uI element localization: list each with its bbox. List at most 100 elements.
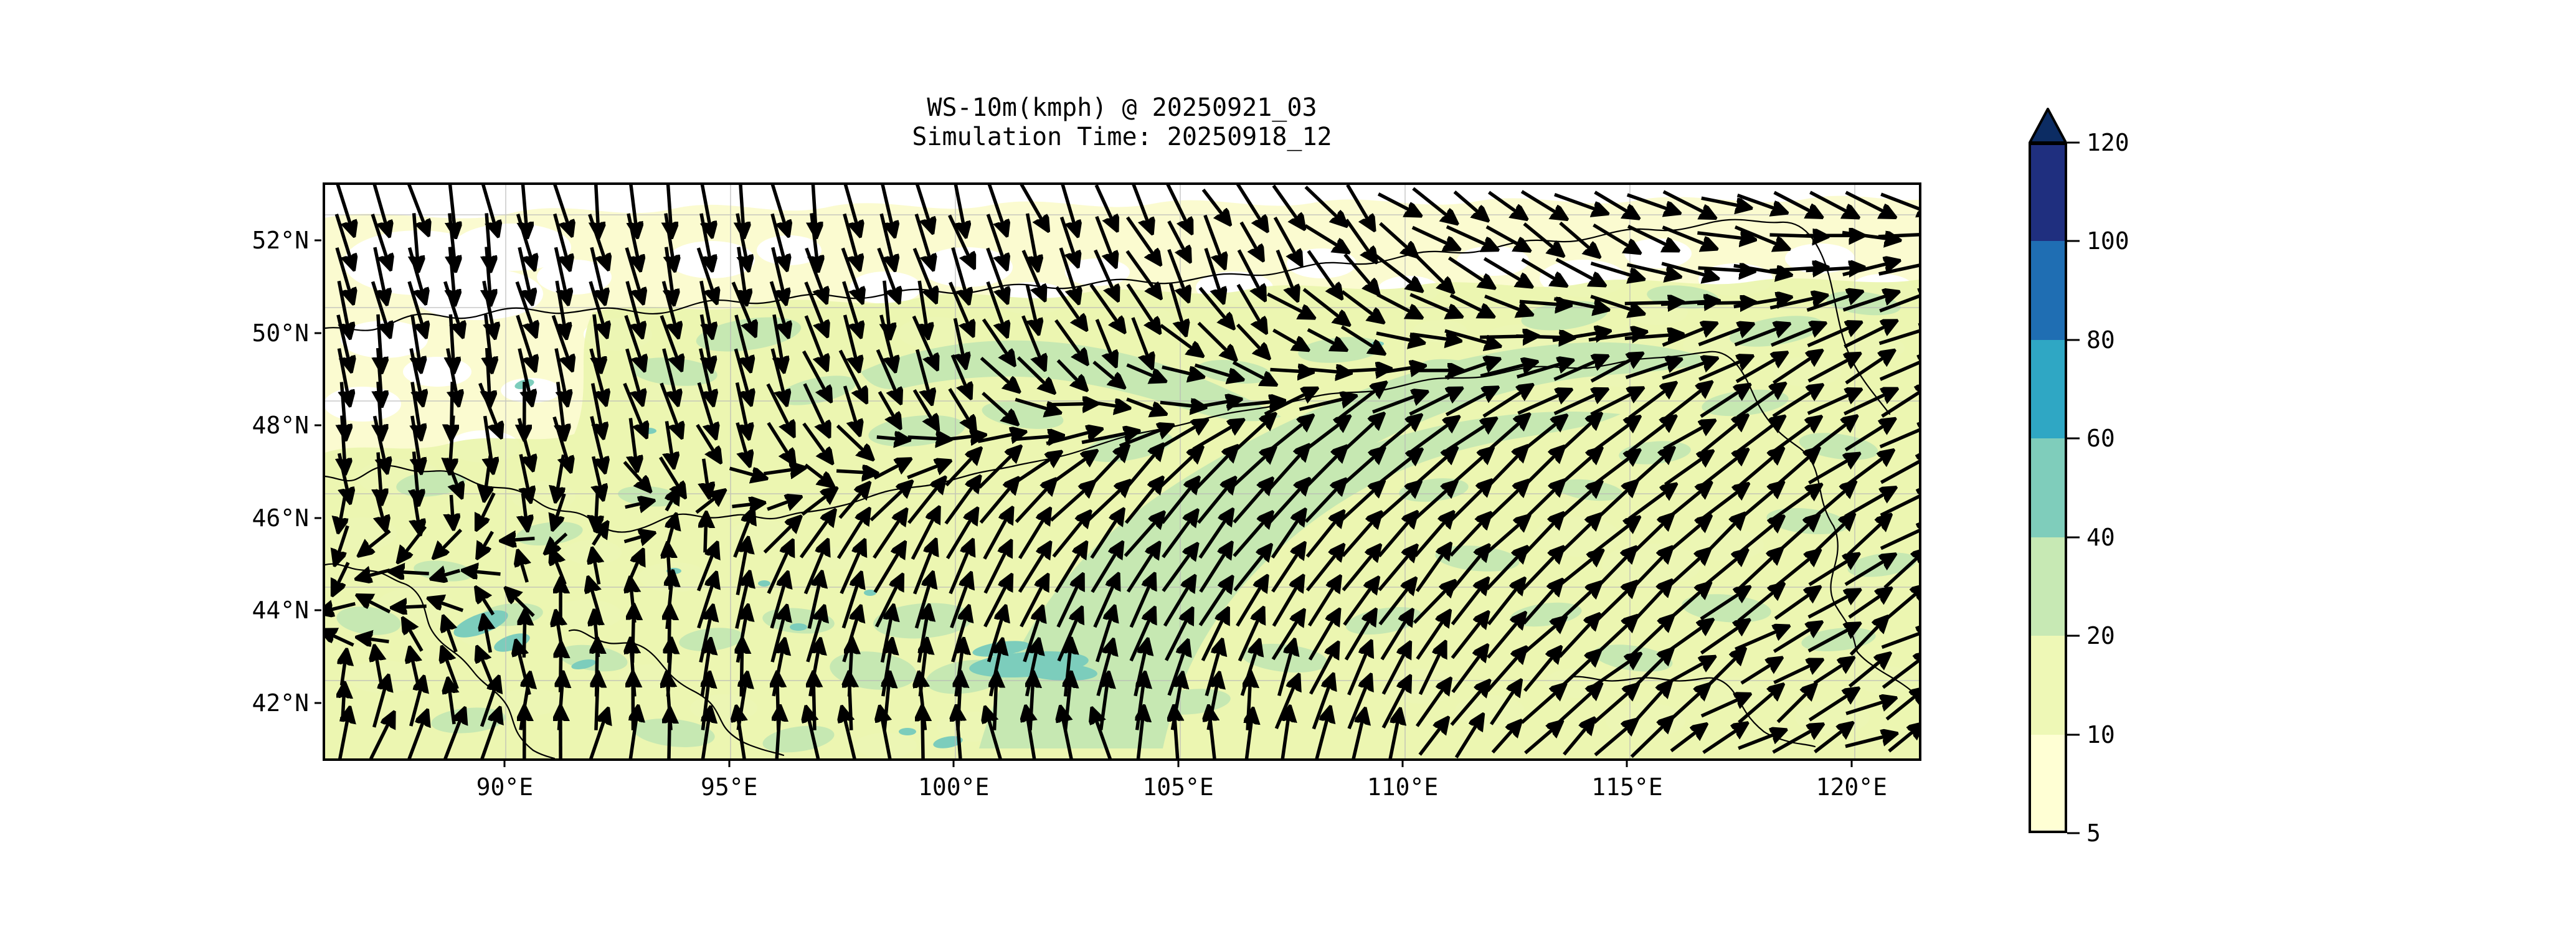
wind-arrow	[1342, 555, 1372, 592]
colorbar-tick-mark	[2067, 634, 2080, 637]
colorbar-tick-label: 60	[2086, 425, 2115, 453]
wind-arrow	[341, 382, 344, 427]
wind-arrow	[369, 570, 391, 576]
wind-arrow	[1198, 286, 1225, 318]
y-tick-mark	[315, 239, 321, 242]
y-tick-mark	[315, 517, 321, 519]
wind-arrow	[1627, 224, 1666, 245]
wind-arrow	[843, 185, 857, 224]
wind-arrow	[595, 185, 598, 224]
wind-arrow	[378, 347, 381, 393]
wind-arrow	[1486, 658, 1517, 692]
wind-arrow	[1233, 489, 1263, 524]
wind-arrow	[630, 185, 636, 224]
wind-arrow	[1845, 358, 1883, 385]
y-tick-mark	[315, 609, 321, 611]
wind-arrow	[736, 422, 746, 453]
wind-arrow	[1629, 625, 1664, 658]
wind-arrow	[625, 247, 640, 291]
wind-arrow	[668, 185, 671, 224]
wind-arrow	[697, 382, 712, 426]
wind-arrow	[696, 423, 714, 451]
wind-arrow	[1210, 719, 1215, 758]
wind-arrow	[1806, 268, 1851, 270]
wind-arrow	[1199, 554, 1225, 593]
wind-arrow	[1451, 589, 1480, 626]
wind-arrow	[1844, 561, 1884, 587]
wind-arrow	[873, 521, 899, 559]
wind-arrow	[1555, 258, 1593, 280]
wind-arrow	[1236, 283, 1259, 321]
wind-arrow	[1451, 656, 1480, 694]
wind-arrow	[1233, 555, 1263, 592]
wind-arrow	[1808, 561, 1847, 587]
wind-arrow	[1552, 333, 1597, 341]
wind-arrow	[1267, 292, 1302, 312]
wind-arrow	[841, 247, 858, 291]
x-tick-mark	[1626, 760, 1628, 767]
wind-arrow	[1628, 425, 1665, 453]
wind-arrow	[669, 722, 670, 758]
wind-arrow	[1553, 362, 1596, 381]
wind-arrow	[1158, 456, 1193, 489]
colorbar-tick-mark	[2067, 437, 2080, 440]
wind-arrow	[1517, 364, 1560, 379]
wind-arrow	[1447, 256, 1484, 281]
colorbar[interactable]	[2029, 143, 2067, 833]
x-tick-mark	[728, 760, 731, 767]
wind-arrow	[1516, 336, 1561, 337]
wind-arrow	[869, 491, 902, 522]
wind-arrow	[1304, 186, 1337, 217]
wind-arrow	[666, 213, 673, 258]
wind-arrow	[337, 348, 347, 393]
wind-arrow	[1769, 268, 1815, 270]
wind-arrow	[1028, 719, 1035, 758]
wind-arrow	[735, 382, 747, 426]
wind-arrow	[1376, 331, 1411, 340]
wind-arrow	[1523, 222, 1553, 247]
wind-arrow	[1126, 283, 1153, 322]
wind-arrow	[1769, 298, 1814, 310]
wind-arrow	[1315, 720, 1327, 758]
wind-arrow	[1491, 731, 1512, 754]
wind-arrow	[1593, 693, 1628, 724]
wind-arrow	[1239, 221, 1256, 249]
wind-arrow	[1845, 737, 1884, 748]
wind-arrow	[1016, 356, 1045, 384]
y-tick-label: 50°N	[252, 319, 309, 347]
wind-arrow	[1738, 557, 1773, 590]
wind-arrow	[986, 247, 1003, 291]
wind-arrow	[1055, 286, 1079, 319]
wind-arrow	[1881, 633, 1919, 649]
wind-arrow	[1094, 249, 1113, 288]
wind-arrow	[1737, 592, 1773, 623]
wind-arrow	[1698, 268, 1741, 270]
wind-arrow	[1375, 368, 1412, 374]
wind-arrow	[1594, 191, 1627, 212]
wind-arrow	[378, 382, 381, 427]
y-tick-label: 46°N	[252, 504, 309, 532]
wind-arrow	[843, 213, 856, 258]
wind-arrow	[704, 458, 708, 484]
wind-arrow	[1697, 303, 1742, 304]
wind-arrow	[1662, 225, 1705, 244]
wind-arrow	[1702, 730, 1736, 754]
wind-arrow	[338, 720, 348, 758]
wind-arrow	[1196, 488, 1227, 524]
y-tick-mark	[315, 702, 321, 704]
wind-arrow	[1628, 391, 1665, 419]
wind-arrow	[1524, 730, 1552, 755]
chart-title-block: WS-10m(kmph) @ 20250921_03 Simulation Ti…	[323, 93, 1921, 152]
wind-arrow	[879, 213, 892, 257]
wind-arrow	[1236, 587, 1261, 627]
wind-arrow	[838, 493, 861, 519]
wind-arrow	[804, 281, 823, 324]
colorbar-tick-mark	[2067, 339, 2080, 341]
wind-arrow	[1882, 661, 1919, 689]
wind-arrow	[1237, 249, 1259, 289]
wind-arrow	[1698, 329, 1741, 347]
wind-arrow	[1734, 225, 1777, 244]
wind-arrow	[1590, 295, 1631, 309]
wind-arrow	[1021, 315, 1040, 357]
wind-arrow	[625, 504, 641, 507]
